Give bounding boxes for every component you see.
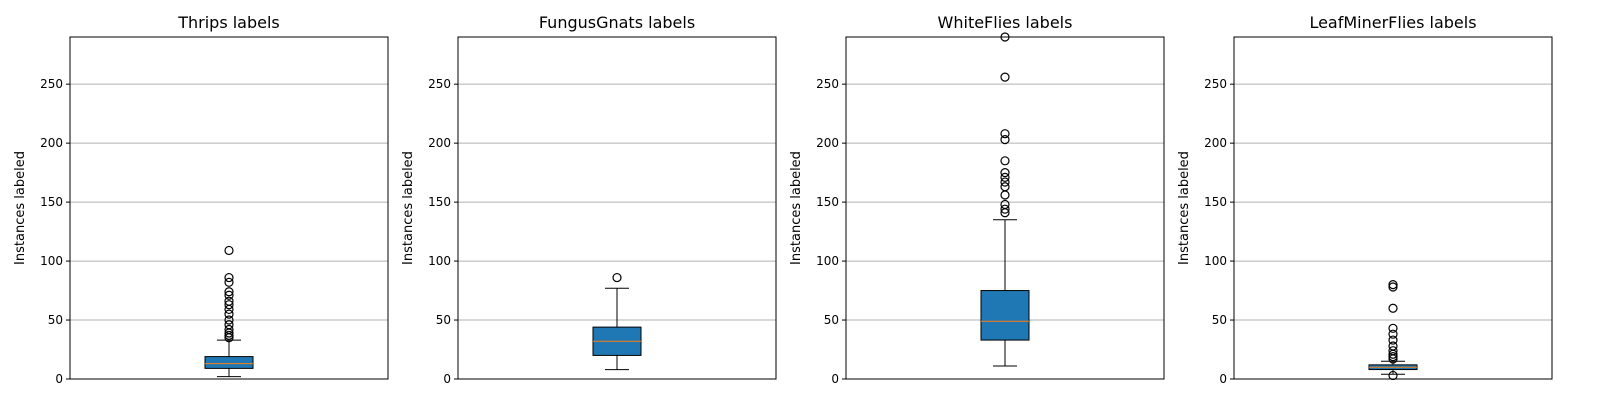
y-tick-label: 100 bbox=[428, 254, 451, 268]
y-tick-label: 100 bbox=[816, 254, 839, 268]
outlier-point bbox=[1000, 204, 1010, 214]
y-tick-label: 150 bbox=[1204, 195, 1227, 209]
y-tick-label: 150 bbox=[40, 195, 63, 209]
y-tick-label: 200 bbox=[1204, 136, 1227, 150]
axes-frame bbox=[845, 36, 1165, 380]
y-tick-label: 200 bbox=[40, 136, 63, 150]
outlier-point bbox=[1000, 182, 1010, 192]
axes-frame bbox=[457, 36, 777, 380]
y-tick-label: 0 bbox=[1219, 372, 1227, 386]
outlier-point bbox=[224, 296, 234, 306]
outlier-point bbox=[1000, 190, 1010, 200]
y-tick-label: 50 bbox=[436, 313, 451, 327]
outlier-point bbox=[224, 324, 234, 335]
outlier-point bbox=[1388, 329, 1398, 339]
y-axis-label: Instances labeled bbox=[789, 151, 804, 265]
chart-title: FungusGnats labels bbox=[539, 13, 695, 32]
y-tick-label: 100 bbox=[40, 254, 63, 268]
outlier-point bbox=[224, 315, 234, 325]
outlier-point bbox=[224, 290, 234, 300]
outlier-point bbox=[1388, 280, 1398, 290]
outlier-point bbox=[224, 272, 234, 283]
outlier-point bbox=[1388, 323, 1398, 333]
y-tick-label: 50 bbox=[48, 313, 63, 327]
outlier-point bbox=[1000, 156, 1010, 166]
y-tick-label: 250 bbox=[40, 77, 63, 91]
subplot-1: 0 50 100 150 200 250 Thrips labels Instances la… bbox=[13, 13, 389, 386]
outlier-point bbox=[1000, 129, 1010, 139]
outlier-point bbox=[612, 272, 622, 283]
outlier-point bbox=[1388, 341, 1398, 351]
chart-title: LeafMinerFlies labels bbox=[1309, 13, 1476, 32]
y-tick-label: 250 bbox=[816, 77, 839, 91]
y-tick-label: 200 bbox=[428, 136, 451, 150]
outlier-point bbox=[224, 304, 234, 315]
outlier-point bbox=[224, 245, 234, 256]
axes-frame bbox=[1233, 36, 1553, 380]
y-tick-label: 50 bbox=[824, 313, 839, 327]
box bbox=[980, 290, 1030, 341]
outlier-point bbox=[1000, 135, 1010, 145]
y-tick-label: 0 bbox=[55, 372, 63, 386]
outlier-point bbox=[1000, 199, 1010, 210]
outlier-point bbox=[224, 330, 234, 340]
outlier-point bbox=[1388, 282, 1398, 292]
subplot-2: 0 50 100 150 200 250 FungusGnats labels Instanc… bbox=[401, 13, 777, 386]
outlier-point bbox=[224, 277, 234, 287]
y-tick-label: 200 bbox=[816, 136, 839, 150]
outlier-point bbox=[224, 309, 234, 319]
outlier-point bbox=[1388, 346, 1398, 356]
y-tick-label: 100 bbox=[1204, 254, 1227, 268]
y-tick-label: 250 bbox=[428, 77, 451, 91]
y-tick-label: 0 bbox=[831, 372, 839, 386]
y-tick-label: 50 bbox=[1212, 313, 1227, 327]
outlier-point bbox=[1388, 303, 1398, 313]
chart-title: WhiteFlies labels bbox=[938, 13, 1073, 32]
box bbox=[204, 356, 254, 369]
outlier-point bbox=[1000, 168, 1010, 178]
y-tick-label: 150 bbox=[428, 195, 451, 209]
outlier-point bbox=[1000, 172, 1010, 182]
outlier-point bbox=[1000, 177, 1010, 187]
y-tick-label: 150 bbox=[816, 195, 839, 209]
y-tick-label: 0 bbox=[443, 372, 451, 386]
y-axis-label: Instances labeled bbox=[1177, 151, 1192, 265]
outlier-point bbox=[1000, 72, 1010, 82]
subplot-3: 0 50 100 150 200 250 WhiteFlies labels Instance… bbox=[789, 13, 1165, 386]
outlier-point bbox=[1388, 351, 1398, 362]
y-axis-label: Instances labeled bbox=[401, 151, 416, 265]
outlier-point bbox=[1388, 335, 1398, 345]
axes-frame bbox=[69, 36, 389, 380]
y-tick-label: 250 bbox=[1204, 77, 1227, 91]
outlier-point bbox=[224, 300, 234, 310]
y-axis-label: Instances labeled bbox=[13, 151, 28, 265]
subplot-4: 0 50 100 150 200 250 LeafMinerFlies labels Inst… bbox=[1177, 13, 1553, 386]
chart-title: Thrips labels bbox=[177, 13, 280, 32]
outlier-point bbox=[224, 320, 234, 330]
outlier-point bbox=[224, 287, 234, 297]
